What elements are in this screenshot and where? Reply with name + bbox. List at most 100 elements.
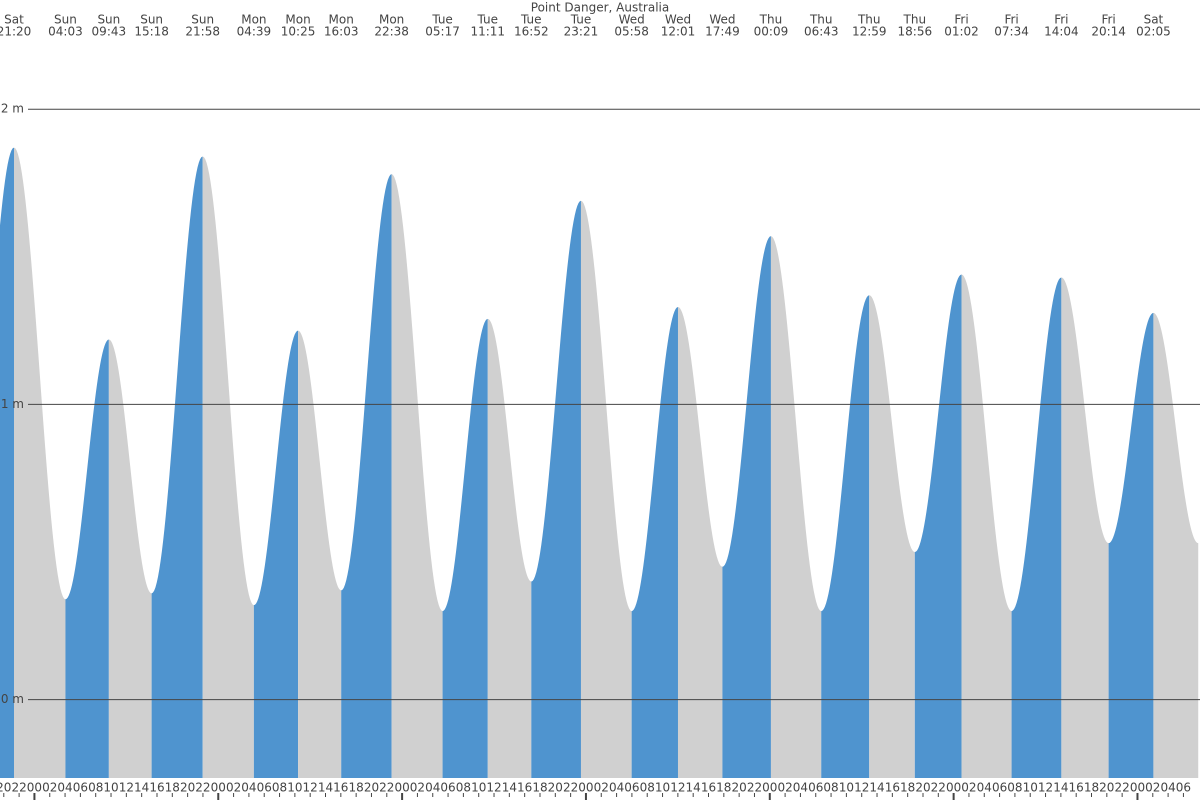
extreme-day: Mon — [241, 13, 266, 27]
hour-label: 20 — [364, 781, 379, 795]
tide-segment — [108, 339, 152, 778]
hour-label: 12 — [1038, 781, 1053, 795]
y-tick-label: 2 m — [1, 102, 24, 116]
hour-label: 18 — [165, 781, 180, 795]
hour-label: 00 — [1130, 781, 1145, 795]
hour-label: 20 — [1099, 781, 1114, 795]
hour-label: 00 — [946, 781, 961, 795]
tide-segment — [202, 156, 254, 778]
extreme-day: Thu — [759, 13, 783, 27]
tide-segment — [869, 295, 915, 778]
hour-label: 20 — [180, 781, 195, 795]
hour-label: 02 — [961, 781, 976, 795]
tide-segment — [677, 307, 723, 778]
extreme-day: Tue — [520, 13, 542, 27]
extreme-time: 14:04 — [1044, 25, 1079, 39]
extreme-day: Sun — [54, 13, 77, 27]
hour-label: 12 — [119, 781, 134, 795]
extreme-time: 16:03 — [324, 25, 359, 39]
hour-label: 04 — [977, 781, 992, 795]
hour-label: 12 — [854, 781, 869, 795]
extreme-day: Fri — [1101, 13, 1115, 27]
hour-label: 08 — [640, 781, 655, 795]
extreme-time: 10:25 — [281, 25, 316, 39]
hour-label: 18 — [1084, 781, 1099, 795]
hour-label: 12 — [670, 781, 685, 795]
extreme-day: Sun — [191, 13, 214, 27]
extreme-day: Fri — [1054, 13, 1068, 27]
tide-segment — [1061, 277, 1109, 778]
hour-label: 10 — [1023, 781, 1038, 795]
extreme-time: 21:58 — [185, 25, 220, 39]
extreme-day: Tue — [477, 13, 499, 27]
extreme-time: 12:01 — [661, 25, 696, 39]
hour-label: 20 — [0, 781, 11, 795]
tide-segment — [298, 330, 342, 778]
y-tick-label: 1 m — [1, 397, 24, 411]
extreme-day: Tue — [570, 13, 592, 27]
extreme-time: 16:52 — [514, 25, 549, 39]
hour-label: 22 — [1115, 781, 1130, 795]
tide-segment — [722, 236, 771, 778]
hour-label: 02 — [594, 781, 609, 795]
hour-label: 02 — [226, 781, 241, 795]
extreme-time: 00:09 — [754, 25, 789, 39]
tide-segment — [914, 274, 962, 778]
hour-label: 10 — [287, 781, 302, 795]
hour-label: 08 — [1007, 781, 1022, 795]
hour-label: 02 — [1145, 781, 1160, 795]
extreme-day: Sat — [4, 13, 24, 27]
hour-label: 02 — [777, 781, 792, 795]
extreme-day: Thu — [857, 13, 881, 27]
tide-segment — [961, 274, 1012, 778]
tide-segment — [1011, 277, 1062, 778]
extreme-day: Wed — [665, 13, 691, 27]
hour-label: 10 — [471, 781, 486, 795]
hour-label: 18 — [716, 781, 731, 795]
extreme-time: 07:34 — [994, 25, 1029, 39]
extreme-time: 12:59 — [852, 25, 887, 39]
extreme-time: 09:43 — [92, 25, 127, 39]
extreme-day: Wed — [709, 13, 735, 27]
extreme-day: Thu — [809, 13, 833, 27]
hour-label: 22 — [563, 781, 578, 795]
tide-segment — [531, 200, 581, 779]
extreme-day: Mon — [379, 13, 404, 27]
tide-segment — [65, 339, 109, 778]
hour-label: 14 — [869, 781, 884, 795]
hour-label: 16 — [701, 781, 716, 795]
hour-label: 22 — [747, 781, 762, 795]
extreme-time: 02:05 — [1136, 25, 1171, 39]
extreme-time: 17:49 — [705, 25, 740, 39]
hour-label: 16 — [333, 781, 348, 795]
hour-label: 14 — [686, 781, 701, 795]
hour-label: 22 — [195, 781, 210, 795]
hour-label: 06 — [73, 781, 88, 795]
hour-label: 10 — [103, 781, 118, 795]
hour-label: 14 — [502, 781, 517, 795]
hour-label: 04 — [609, 781, 624, 795]
hour-label: 04 — [793, 781, 808, 795]
tide-segment — [14, 147, 66, 779]
y-tick-label: 0 m — [1, 692, 24, 706]
extreme-day: Tue — [431, 13, 453, 27]
hour-label: 08 — [823, 781, 838, 795]
hour-label: 14 — [318, 781, 333, 795]
hour-label: 18 — [900, 781, 915, 795]
extreme-day: Thu — [903, 13, 927, 27]
hour-label: 16 — [517, 781, 532, 795]
hour-label: 20 — [732, 781, 747, 795]
hour-label: 18 — [349, 781, 364, 795]
tide-segment — [253, 330, 299, 778]
hour-label: 22 — [931, 781, 946, 795]
hour-label: 06 — [624, 781, 639, 795]
hour-label: 06 — [808, 781, 823, 795]
extreme-day: Mon — [285, 13, 310, 27]
tide-segment — [442, 318, 488, 778]
hour-label: 14 — [1053, 781, 1068, 795]
tide-segment — [631, 307, 678, 778]
hour-label: 06 — [257, 781, 272, 795]
extreme-day: Wed — [619, 13, 645, 27]
extreme-time: 21:20 — [0, 25, 31, 39]
